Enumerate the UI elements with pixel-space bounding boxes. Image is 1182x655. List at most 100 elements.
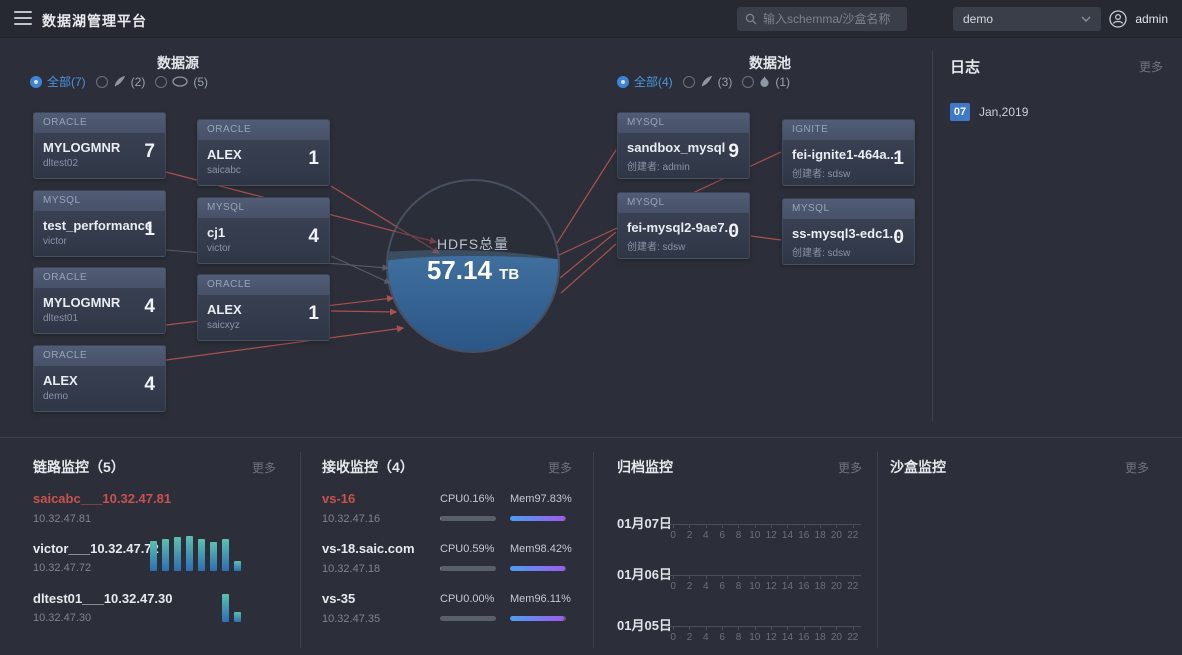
card-type: ORACLE [34, 268, 165, 288]
bottom-section-divider [0, 437, 1182, 438]
card-name: cj1 [207, 225, 226, 240]
archive-monitor-more-link[interactable]: 更多 [838, 461, 863, 475]
card-type: ORACLE [198, 120, 329, 140]
datasource-card[interactable]: ORACLE ALEX demo 4 [33, 345, 166, 412]
card-count: 1 [893, 148, 904, 169]
radio-icon [742, 75, 755, 88]
datasource-card[interactable]: MYSQL test_performance victor 1 [33, 190, 166, 257]
panel-divider [593, 452, 594, 648]
receive-item-name[interactable]: vs-35 [322, 591, 356, 606]
card-type: IGNITE [783, 120, 914, 140]
sandbox-monitor-more-link[interactable]: 更多 [1125, 461, 1150, 475]
hdfs-value: 57.14 TB [388, 255, 558, 286]
user-area[interactable]: admin [1109, 7, 1168, 31]
card-name: sandbox_mysql [627, 140, 726, 155]
link-item-name[interactable]: dltest01___10.32.47.30 [33, 591, 173, 606]
datasource-card[interactable]: ORACLE ALEX saicxyz 1 [197, 274, 330, 341]
environment-select[interactable]: demo [953, 7, 1101, 31]
mem-label: Mem98.42% [510, 543, 572, 555]
card-count: 4 [144, 374, 155, 395]
datapool-filter-ignite[interactable]: (1) [742, 75, 790, 89]
card-name: MYLOGMNR [43, 295, 121, 310]
card-type: MYSQL [783, 199, 914, 219]
water-wave [388, 256, 558, 351]
cpu-label: CPU0.59% [440, 543, 495, 555]
card-count: 9 [728, 141, 739, 162]
card-count: 1 [308, 148, 319, 169]
mem-progress-bar [510, 616, 566, 621]
card-type: MYSQL [34, 191, 165, 211]
quill-icon [114, 75, 125, 87]
card-count: 4 [308, 226, 319, 247]
search-icon [745, 13, 757, 25]
link-monitor-title: 链路监控（5） [33, 459, 125, 475]
datapool-title: 数据池 [749, 55, 791, 71]
archive-day: 01月06日 [617, 567, 672, 582]
user-icon [1109, 10, 1127, 28]
log-more-link[interactable]: 更多 [1139, 60, 1164, 74]
datapool-card[interactable]: MYSQL fei-mysql2-9ae7... 创建者: sdsw 0 [617, 192, 750, 259]
receive-item-ip: 10.32.47.18 [322, 563, 381, 575]
datasource-filter-oval[interactable]: (5) [155, 75, 208, 89]
datasource-filter-all[interactable]: 全部(7) [30, 73, 86, 90]
card-count: 4 [144, 296, 155, 317]
link-item-name[interactable]: victor___10.32.47.72 [33, 541, 159, 556]
search-box[interactable] [737, 7, 907, 31]
link-monitor-more-link[interactable]: 更多 [252, 461, 277, 475]
receive-item-ip: 10.32.47.35 [322, 613, 381, 625]
datapool-card[interactable]: MYSQL sandbox_mysql 创建者: admin 9 [617, 112, 750, 179]
radio-selected-icon [617, 75, 629, 88]
search-input[interactable] [763, 12, 899, 26]
radio-icon [95, 75, 108, 88]
app-title: 数据湖管理平台 [42, 13, 147, 29]
card-sub: 创建者: sdsw [627, 242, 686, 253]
card-sub: saicxyz [207, 320, 240, 331]
archive-hour-axis: 0 2 4 6 8 10 12 14 16 18 20 22 [665, 575, 861, 592]
receive-item-name[interactable]: vs-16 [322, 491, 356, 506]
username: admin [1135, 12, 1168, 26]
datasource-card[interactable]: ORACLE ALEX saicabc 1 [197, 119, 330, 186]
link-item-bar-chart [150, 533, 241, 571]
radio-selected-icon [30, 75, 42, 88]
card-name: MYLOGMNR [43, 140, 121, 155]
card-type: ORACLE [34, 113, 165, 133]
card-sub: 创建者: admin [627, 162, 690, 173]
card-count: 0 [728, 221, 739, 242]
card-type: ORACLE [198, 275, 329, 295]
archive-day: 01月05日 [617, 618, 672, 633]
datapool-filter-quill[interactable]: (3) [682, 75, 732, 89]
radio-icon [155, 75, 168, 88]
datasource-card[interactable]: ORACLE MYLOGMNR dltest02 7 [33, 112, 166, 179]
hdfs-number: 57.14 [426, 255, 492, 285]
cpu-label: CPU0.16% [440, 493, 495, 505]
log-entry[interactable]: 07 Jan,2019 [950, 103, 1028, 121]
link-item-name[interactable]: saicabc___10.32.47.81 [33, 491, 172, 506]
datasource-card[interactable]: MYSQL cj1 victor 4 [197, 197, 330, 264]
panel-divider [877, 452, 878, 648]
datasource-filter-quill[interactable]: (2) [95, 75, 145, 89]
datapool-card[interactable]: IGNITE fei-ignite1-464a... 创建者: sdsw 1 [782, 119, 915, 186]
datasource-title: 数据源 [157, 55, 199, 71]
hdfs-label: HDFS总量 [436, 236, 510, 252]
card-sub: 创建者: sdsw [792, 169, 851, 180]
card-sub: 创建者: sdsw [792, 248, 851, 259]
chevron-down-icon [1081, 16, 1091, 22]
card-count: 0 [893, 227, 904, 248]
card-name: ALEX [43, 373, 78, 388]
card-name: test_performance [43, 218, 153, 233]
card-type: ORACLE [34, 346, 165, 366]
datasource-card[interactable]: ORACLE MYLOGMNR dltest01 4 [33, 267, 166, 334]
datapool-filter-all[interactable]: 全部(4) [617, 73, 673, 90]
card-type: MYSQL [198, 198, 329, 218]
datapool-filters: 全部(4) (3) (1) [617, 73, 790, 90]
sandbox-monitor-title: 沙盒监控 [890, 459, 946, 475]
flame-icon [760, 75, 769, 87]
receive-monitor-more-link[interactable]: 更多 [548, 461, 573, 475]
datapool-card[interactable]: MYSQL ss-mysql3-edc1... 创建者: sdsw 0 [782, 198, 915, 265]
receive-item-ip: 10.32.47.16 [322, 513, 381, 525]
archive-hour-axis: 0 2 4 6 8 10 12 14 16 18 20 22 [665, 524, 861, 541]
receive-item-name[interactable]: vs-18.saic.com [322, 541, 415, 556]
radio-icon [682, 75, 695, 88]
menu-icon[interactable] [14, 11, 32, 25]
